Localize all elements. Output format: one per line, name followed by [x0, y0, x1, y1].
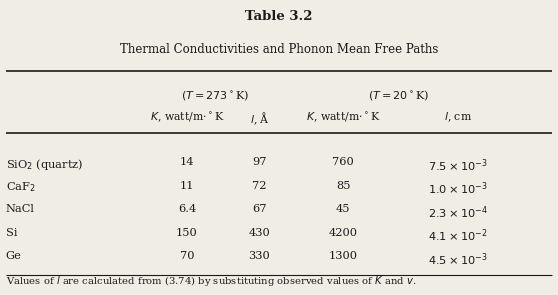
Text: 430: 430: [249, 228, 270, 238]
Text: CaF$_2$: CaF$_2$: [6, 181, 35, 194]
Text: $4.1\times10^{-2}$: $4.1\times10^{-2}$: [428, 228, 487, 244]
Text: 760: 760: [333, 157, 354, 167]
Text: NaCl: NaCl: [6, 204, 35, 214]
Text: 1300: 1300: [329, 251, 358, 261]
Text: Table 3.2: Table 3.2: [246, 10, 312, 23]
Text: Si: Si: [6, 228, 17, 238]
Text: 330: 330: [249, 251, 270, 261]
Text: $2.3\times10^{-4}$: $2.3\times10^{-4}$: [427, 204, 488, 221]
Text: $4.5\times10^{-3}$: $4.5\times10^{-3}$: [428, 251, 487, 268]
Text: 97: 97: [252, 157, 267, 167]
Text: 72: 72: [252, 181, 267, 191]
Text: 6.4: 6.4: [178, 204, 196, 214]
Text: $l$, cm: $l$, cm: [444, 111, 472, 124]
Text: Ge: Ge: [6, 251, 21, 261]
Text: SiO$_2$ (quartz): SiO$_2$ (quartz): [6, 157, 83, 172]
Text: 150: 150: [176, 228, 198, 238]
Text: 45: 45: [336, 204, 350, 214]
Text: 67: 67: [252, 204, 267, 214]
Text: $(T = 20{^\circ}$K): $(T = 20{^\circ}$K): [368, 88, 430, 103]
Text: $(T = 273{^\circ}$K): $(T = 273{^\circ}$K): [181, 88, 249, 103]
Text: Values of $l$ are calculated from (3.74) by substituting observed values of $K$ : Values of $l$ are calculated from (3.74)…: [6, 274, 416, 288]
Text: 14: 14: [180, 157, 194, 167]
Text: $K$, watt/m$\cdot{^\circ}$K: $K$, watt/m$\cdot{^\circ}$K: [306, 111, 381, 124]
Text: $7.5\times10^{-3}$: $7.5\times10^{-3}$: [428, 157, 487, 173]
Text: Thermal Conductivities and Phonon Mean Free Paths: Thermal Conductivities and Phonon Mean F…: [120, 43, 438, 56]
Text: $1.0\times10^{-3}$: $1.0\times10^{-3}$: [428, 181, 487, 197]
Text: 85: 85: [336, 181, 350, 191]
Text: 4200: 4200: [329, 228, 358, 238]
Text: $K$, watt/m$\cdot{^\circ}$K: $K$, watt/m$\cdot{^\circ}$K: [150, 111, 224, 124]
Text: 11: 11: [180, 181, 194, 191]
Text: $l$, Å: $l$, Å: [249, 111, 270, 127]
Text: 70: 70: [180, 251, 194, 261]
